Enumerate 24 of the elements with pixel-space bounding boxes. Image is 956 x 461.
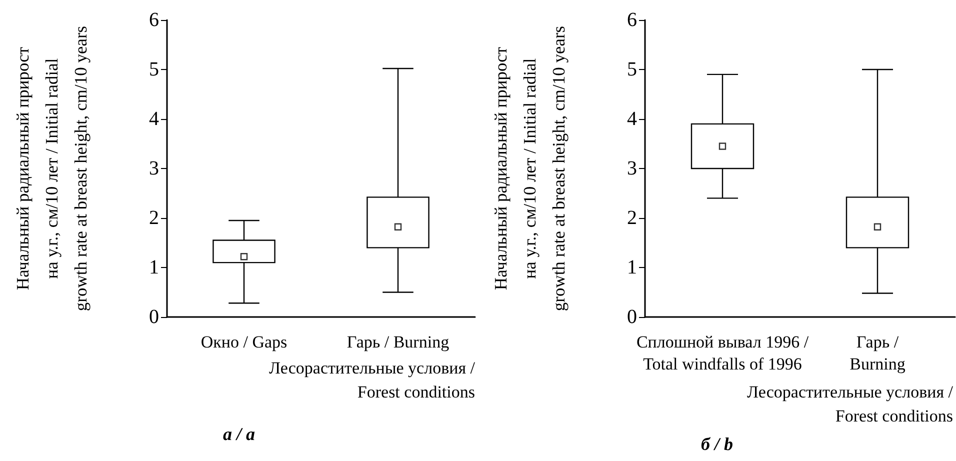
y-tick-label: 3 xyxy=(149,158,159,180)
y-tick-label: 1 xyxy=(149,256,159,278)
text: б / b xyxy=(701,434,733,454)
y-tick-label: 1 xyxy=(627,256,637,278)
y-tick-label: 5 xyxy=(627,58,637,80)
x-tick-label: Окно / Gaps xyxy=(200,332,288,352)
y-tick-label: 4 xyxy=(627,108,637,130)
text: a / a xyxy=(222,424,256,444)
y-tick-label: 0 xyxy=(149,306,159,328)
y-tick-label: 2 xyxy=(149,207,159,229)
y-axis-title: Начальный радиальный прирост на у.г., см/10 лет / Initial radial growth rate at breast height, cm/10 years xyxy=(490,26,568,312)
y-tick-label: 0 xyxy=(627,306,637,328)
y-tick-label: 5 xyxy=(149,58,159,80)
y-tick-label: 2 xyxy=(627,207,637,229)
x-tick-label: Гарь / Burning xyxy=(850,332,906,374)
y-tick-label: 6 xyxy=(149,9,159,31)
x-tick-label: Сплошной вывал 1996 / Total windfalls of 1996 xyxy=(636,332,809,374)
y-tick-label: 6 xyxy=(627,9,637,31)
x-axis-title: Лесорастительные условия / Forest conditions xyxy=(268,358,476,402)
x-axis-title: Лесорастительные условия / Forest conditions xyxy=(746,382,954,426)
y-axis-title: Начальный радиальный прирост на у.г., см/10 лет / Initial radial growth rate at breast height, cm/10 years xyxy=(12,26,90,312)
y-tick-label: 4 xyxy=(149,108,159,130)
y-tick-label: 3 xyxy=(627,158,637,180)
x-tick-label: Гарь / Burning xyxy=(346,332,450,352)
